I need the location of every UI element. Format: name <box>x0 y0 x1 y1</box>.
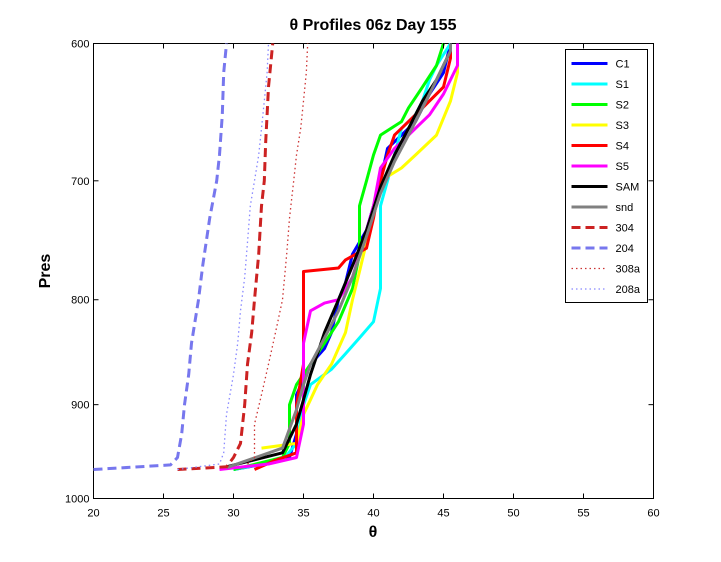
legend-label-S4: S4 <box>616 141 629 153</box>
x-tick-label: 35 <box>297 508 309 520</box>
plot-frame <box>93 43 654 499</box>
plot-area: 20 25 30 35 40 45 50 55 60 600 700 800 900 1000 <box>65 39 660 520</box>
legend-label-snd: snd <box>616 202 634 214</box>
legend-label-208a: 208a <box>616 284 641 296</box>
legend-label-204: 204 <box>616 243 634 255</box>
legend-label-S2: S2 <box>616 100 629 112</box>
y-tick-label: 800 <box>71 295 89 307</box>
legend-label-S3: S3 <box>616 120 629 132</box>
x-tick-label: 45 <box>437 508 449 520</box>
legend-label-SAM: SAM <box>616 182 640 194</box>
x-tick-label: 60 <box>647 508 659 520</box>
x-tick-label: 20 <box>87 508 99 520</box>
y-tick-label: 700 <box>71 176 89 188</box>
x-axis-label: θ <box>369 524 378 541</box>
legend-label-S5: S5 <box>616 161 629 173</box>
y-tick-label: 1000 <box>65 494 89 506</box>
legend: C1 S1 S2 S3 S4 S5 SAM snd 304 204 308a 208a <box>565 49 648 303</box>
legend-label-304: 304 <box>616 223 634 235</box>
x-tick-label: 40 <box>367 508 379 520</box>
x-tick-label: 30 <box>227 508 239 520</box>
tick-layer: 20 25 30 35 40 45 50 55 60 600 700 800 900 1000 <box>65 39 660 520</box>
series-line-208a <box>177 43 270 471</box>
series-line-204 <box>93 43 228 471</box>
legend-label-308a: 308a <box>616 264 641 276</box>
legend-box <box>565 49 648 303</box>
y-axis-label: Pres <box>37 254 54 289</box>
series-line-S3 <box>261 43 459 450</box>
legend-label-C1: C1 <box>616 59 630 71</box>
chart-title: θ Profiles 06z Day 155 <box>290 17 457 34</box>
y-tick-label: 900 <box>71 400 89 412</box>
x-tick-label: 55 <box>577 508 589 520</box>
series-line-304 <box>177 43 275 471</box>
y-tick-label: 600 <box>71 39 89 51</box>
x-tick-label: 50 <box>507 508 519 520</box>
series-line-snd <box>226 43 452 470</box>
x-tick-label: 25 <box>157 508 169 520</box>
series-layer <box>93 42 459 471</box>
series-line-308a <box>247 43 309 465</box>
series-line-SAM <box>226 43 452 469</box>
legend-entries: C1 S1 S2 S3 S4 S5 SAM snd 304 204 308a 208a <box>571 59 641 296</box>
legend-label-S1: S1 <box>616 79 629 91</box>
